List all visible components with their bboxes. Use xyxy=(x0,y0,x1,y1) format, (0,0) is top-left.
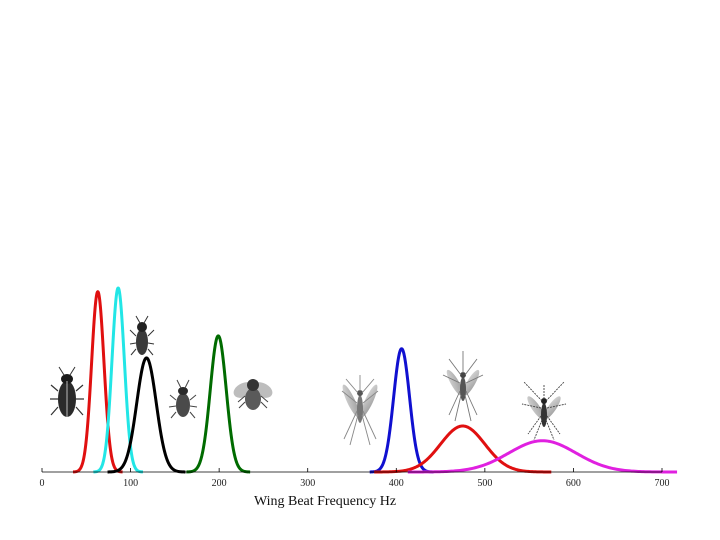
fly-icon xyxy=(233,379,273,410)
series-curve-4 xyxy=(368,347,435,474)
mosquito-icon xyxy=(442,351,484,422)
ground-beetle-icon xyxy=(50,366,84,417)
x-tick-label: 400 xyxy=(389,478,404,489)
x-tick-label: 500 xyxy=(477,478,492,489)
x-tick-label: 100 xyxy=(123,478,138,489)
series-curve-2 xyxy=(106,356,187,474)
x-axis: 0 100 200 300 400 500 600 700 xyxy=(40,468,670,489)
x-tick-label: 700 xyxy=(655,478,670,489)
x-tick-label: 600 xyxy=(566,478,581,489)
series-curve-5 xyxy=(373,424,552,474)
mosquito-icon xyxy=(521,381,567,441)
x-ticks: 0 100 200 300 400 500 600 700 xyxy=(40,468,670,489)
mosquito-icon xyxy=(341,375,379,446)
x-tick-label: 200 xyxy=(212,478,227,489)
x-tick-label: 0 xyxy=(40,478,45,489)
click-beetle-icon xyxy=(129,315,155,356)
series-layer xyxy=(71,286,678,474)
series-curve-3 xyxy=(185,334,252,474)
beetle-icon xyxy=(168,379,198,419)
series-curve-6 xyxy=(407,439,678,474)
x-axis-label: Wing Beat Frequency Hz xyxy=(254,494,396,509)
series-curve-0 xyxy=(71,290,124,474)
x-tick-label: 300 xyxy=(300,478,315,489)
series-curve-1 xyxy=(92,286,145,474)
